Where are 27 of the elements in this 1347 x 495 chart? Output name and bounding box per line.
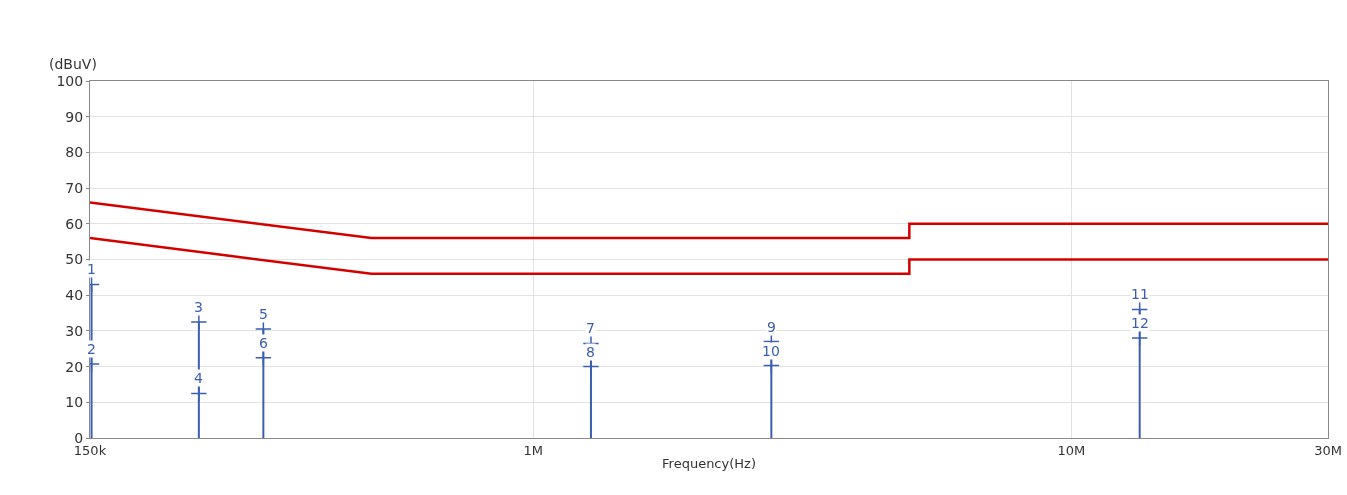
annotation: 5	[259, 306, 268, 322]
y-tick-label: 40	[65, 287, 84, 304]
y-tick-label: 50	[65, 251, 84, 268]
y-tick-label: 80	[65, 144, 84, 161]
y-tick-label: 100	[56, 72, 84, 89]
annotation: 1	[87, 261, 96, 277]
y-tick-label: 70	[65, 180, 84, 196]
annotation: 2	[87, 341, 96, 357]
annotation: 7	[586, 320, 595, 336]
annotation: 11	[1131, 286, 1149, 302]
y-tick-label: 30	[65, 322, 84, 339]
annotation: 8	[586, 344, 595, 360]
annotation: 3	[194, 299, 203, 315]
x-tick-label: 30M	[1314, 442, 1342, 458]
x-tick-label: 1M	[523, 442, 544, 458]
annotation: 10	[762, 343, 780, 359]
annotation: 6	[259, 335, 268, 351]
y-tick-label: 90	[65, 108, 84, 125]
y-axis-title: (dBuV)	[49, 56, 97, 72]
x-axis-title: Frequency(Hz)	[662, 456, 756, 472]
annotation: 9	[767, 319, 776, 335]
x-tick-label: 10M	[1057, 442, 1086, 458]
annotation: 4	[194, 370, 203, 386]
y-tick-label: 10	[65, 394, 84, 411]
y-tick-label: 60	[65, 215, 84, 232]
y-tick-label: 20	[65, 358, 84, 375]
annotation: 12	[1131, 315, 1149, 331]
